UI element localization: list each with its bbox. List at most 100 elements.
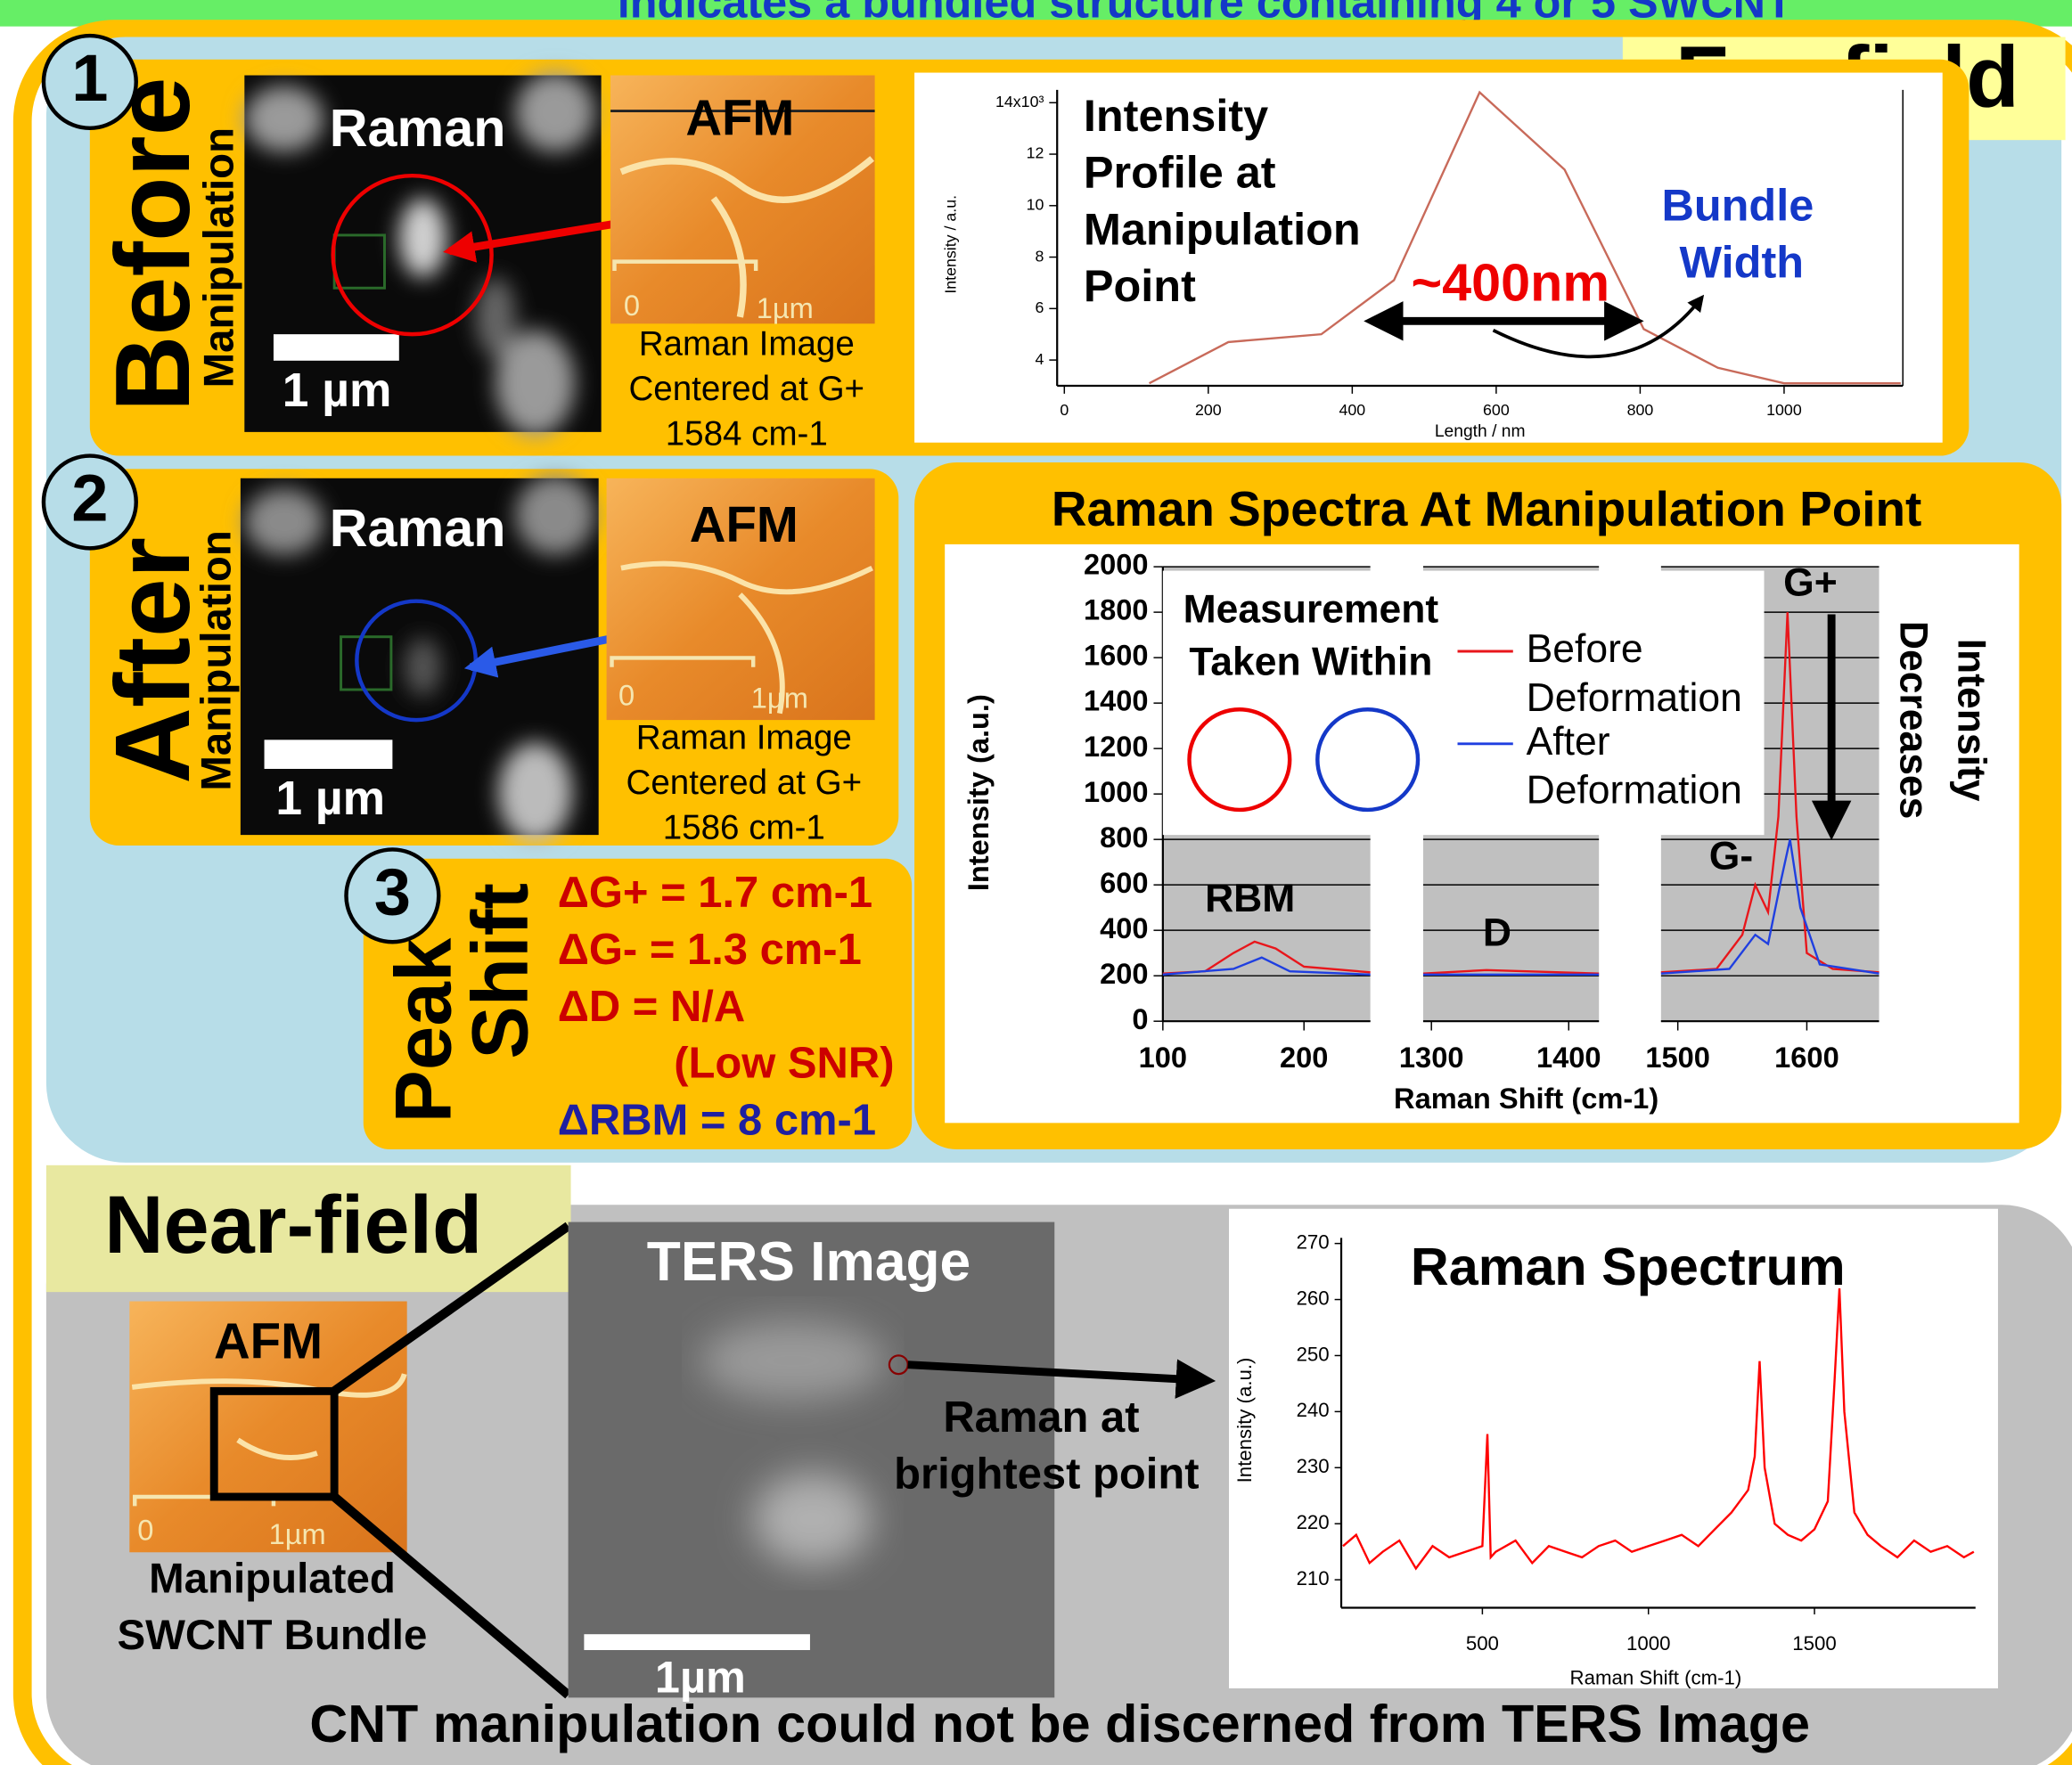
peak-shift-title: Peak bbox=[378, 937, 467, 1123]
afm-label: AFM bbox=[685, 89, 794, 145]
y-tick-label: 200 bbox=[1100, 957, 1148, 990]
y-tick-label: 220 bbox=[1297, 1511, 1330, 1533]
y-tick-label: 10 bbox=[1027, 196, 1044, 214]
y-tick-label: 2000 bbox=[1084, 548, 1149, 581]
y-axis-label: Intensity / a.u. bbox=[941, 195, 959, 294]
annotation: Intensity bbox=[1950, 639, 1994, 802]
afm-scale-start: 0 bbox=[624, 289, 640, 322]
caption: Centered at G+ bbox=[626, 764, 862, 802]
x-tick-label: 1000 bbox=[1626, 1632, 1670, 1655]
x-tick-label: 0 bbox=[1060, 401, 1069, 419]
y-tick-label: 0 bbox=[1132, 1002, 1148, 1035]
caption: SWCNT Bundle bbox=[118, 1612, 428, 1659]
scale-label: 1 µm bbox=[283, 364, 392, 417]
x-axis-label: Length / nm bbox=[1435, 422, 1526, 441]
x-tick-label: 1500 bbox=[1645, 1041, 1710, 1074]
scale-label: 1 µm bbox=[275, 772, 385, 825]
caption: 1584 cm-1 bbox=[666, 415, 828, 454]
afm-scale-start: 0 bbox=[618, 679, 635, 712]
scale-bar bbox=[274, 334, 399, 361]
ters-title: TERS Image bbox=[647, 1231, 970, 1293]
y-tick-label: 260 bbox=[1297, 1287, 1330, 1309]
y-tick-label: 1000 bbox=[1084, 775, 1149, 808]
y-axis-label: Intensity (a.u.) bbox=[962, 694, 995, 891]
legend-title: Taken Within bbox=[1189, 641, 1432, 684]
y-tick-label: 1200 bbox=[1084, 730, 1149, 763]
near-field-label: Near-field bbox=[104, 1180, 482, 1271]
chart-title: Intensity bbox=[1084, 90, 1268, 141]
y-tick-label: 230 bbox=[1297, 1455, 1330, 1477]
annotation: RBM bbox=[1205, 877, 1295, 920]
step-number: 1 bbox=[71, 41, 108, 115]
shift-value: ΔRBM = 8 cm-1 bbox=[558, 1096, 876, 1144]
before-title: Before bbox=[94, 77, 212, 412]
peak-shift-title: Shift bbox=[455, 883, 544, 1059]
chart-title: Profile at bbox=[1084, 147, 1276, 198]
chart-title: Raman Spectrum bbox=[1411, 1237, 1846, 1296]
x-tick-label: 800 bbox=[1627, 401, 1654, 419]
caption: Centered at G+ bbox=[628, 370, 864, 408]
shift-value: (Low SNR) bbox=[674, 1040, 894, 1088]
x-tick-label: 1600 bbox=[1774, 1041, 1839, 1074]
caption: Raman Image bbox=[636, 719, 852, 757]
conclusion: CNT manipulation could not be discerned … bbox=[309, 1694, 1810, 1753]
annotation: D bbox=[1483, 911, 1511, 955]
y-tick-label: 1800 bbox=[1084, 593, 1149, 626]
annotation: G- bbox=[1709, 835, 1753, 878]
x-tick-label: 1500 bbox=[1792, 1632, 1836, 1655]
afm-label: AFM bbox=[690, 496, 798, 552]
caption: Manipulated bbox=[149, 1555, 396, 1602]
width-label: ~400nm bbox=[1412, 252, 1610, 312]
x-tick-label: 100 bbox=[1139, 1041, 1187, 1074]
y-tick-label: 6 bbox=[1036, 298, 1044, 316]
step-number: 2 bbox=[71, 462, 108, 535]
x-tick-label: 200 bbox=[1195, 401, 1222, 419]
y-tick-label: 1600 bbox=[1084, 639, 1149, 672]
y-tick-label: 600 bbox=[1100, 866, 1148, 899]
chart-title: Manipulation bbox=[1084, 203, 1361, 254]
raman-label: Raman bbox=[330, 498, 506, 558]
raman-label: Raman bbox=[330, 98, 506, 158]
x-tick-label: 1300 bbox=[1399, 1041, 1464, 1074]
x-axis-label: Raman Shift (cm-1) bbox=[1570, 1666, 1742, 1688]
x-tick-label: 1400 bbox=[1536, 1041, 1601, 1074]
afm-scale: 1µm bbox=[751, 681, 808, 714]
arrow-label: Raman at bbox=[943, 1393, 1139, 1442]
y-tick-label: 800 bbox=[1100, 821, 1148, 854]
chart-title: Raman Spectra At Manipulation Point bbox=[1052, 481, 1921, 536]
y-tick-label: 8 bbox=[1036, 247, 1044, 265]
scale-bar bbox=[584, 1634, 810, 1650]
poster: indicates a bundled structure containing… bbox=[0, 0, 2072, 1765]
y-tick-label: 1400 bbox=[1084, 684, 1149, 717]
caption: 1586 cm-1 bbox=[663, 808, 825, 846]
after-subtitle: Manipulation bbox=[193, 530, 241, 791]
y-tick-label: 4 bbox=[1036, 350, 1044, 368]
afm-scale: 1µm bbox=[269, 1517, 326, 1550]
afm-label: AFM bbox=[214, 1312, 323, 1369]
x-tick-label: 1000 bbox=[1766, 401, 1802, 419]
afm-scale-start: 0 bbox=[137, 1514, 153, 1547]
arrow-label: brightest point bbox=[894, 1450, 1199, 1499]
x-tick-label: 400 bbox=[1339, 401, 1366, 419]
annotation: Decreases bbox=[1891, 621, 1935, 820]
step-number: 3 bbox=[374, 854, 411, 928]
bundle-label: Bundle bbox=[1661, 180, 1814, 231]
chart-title: Point bbox=[1084, 260, 1196, 311]
y-tick-label: 210 bbox=[1297, 1567, 1330, 1589]
x-tick-label: 500 bbox=[1466, 1632, 1499, 1655]
legend-title: Measurement bbox=[1183, 587, 1439, 631]
y-tick-label: 240 bbox=[1297, 1399, 1330, 1421]
y-tick-label: 250 bbox=[1297, 1343, 1330, 1365]
shift-value: ΔG+ = 1.7 cm-1 bbox=[558, 869, 872, 917]
x-tick-label: 200 bbox=[1280, 1041, 1328, 1074]
x-axis-label: Raman Shift (cm-1) bbox=[1394, 1082, 1658, 1115]
annotation: G+ bbox=[1783, 561, 1838, 605]
y-tick-label: 14x10³ bbox=[995, 93, 1044, 110]
afm-scale: 1µm bbox=[757, 291, 814, 324]
before-subtitle: Manipulation bbox=[196, 127, 243, 388]
shift-value: ΔG- = 1.3 cm-1 bbox=[558, 926, 862, 974]
x-tick-label: 600 bbox=[1483, 401, 1510, 419]
scale-bar bbox=[265, 740, 393, 769]
shift-value: ΔD = N/A bbox=[558, 983, 746, 1031]
y-tick-label: 400 bbox=[1100, 911, 1148, 944]
